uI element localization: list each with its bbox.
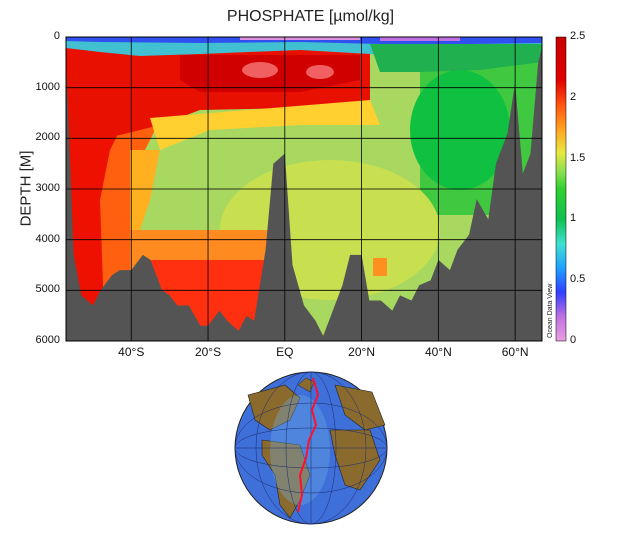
colorbar-tick-label: 0.5 [570, 273, 586, 286]
colorbar [555, 36, 567, 342]
field-surface-pink [240, 37, 360, 40]
ocean-data-view-label: Ocean Data View [547, 283, 554, 338]
field-pink-spot [306, 65, 334, 79]
chart-title: PHOSPHATE [µmol/kg] [226, 8, 395, 25]
x-tick-label: 60°N [501, 345, 529, 359]
globe-europe [334, 384, 386, 431]
y-tick-label: 2000 [35, 131, 60, 144]
y-tick-label: 4000 [35, 232, 60, 245]
x-tick-label: 40°S [118, 345, 145, 359]
globe-shelf [270, 395, 330, 505]
globe-north-america [247, 384, 301, 431]
colorbar-tick-label: 2.5 [570, 30, 586, 42]
y-tick-label: 1000 [35, 80, 60, 93]
y-tick-label: 5000 [35, 283, 60, 296]
field-transition-orange [130, 150, 160, 230]
colorbar-tick-label: 1.5 [570, 151, 586, 164]
colorbar-tick-label: 0 [570, 334, 577, 346]
y-tick-label: 0 [53, 30, 60, 42]
globe-africa [329, 429, 381, 491]
colorbar-tick-label: 2 [570, 90, 577, 103]
plot-frame [65, 36, 543, 342]
x-tick-label: 40°N [424, 345, 452, 359]
colorbar-tick-label: 1 [570, 212, 577, 225]
field-surface-purple [380, 37, 460, 41]
field-transition-yellow [150, 100, 380, 150]
x-tick-label: 20°N [348, 345, 375, 359]
globe-south-america [261, 439, 311, 519]
bathymetry [66, 47, 542, 341]
globe-inset [234, 371, 388, 525]
field-pink-spot [242, 62, 278, 78]
y-tick-label: 3000 [35, 182, 60, 194]
x-tick-label: EQ [276, 345, 294, 359]
globe-cruise-track [297, 377, 320, 513]
x-tick-label: 20°S [194, 345, 222, 359]
y-tick-label: 6000 [35, 334, 60, 346]
globe-graticule [234, 371, 388, 525]
field-north-surface [370, 44, 542, 72]
field-orange-anomaly [373, 258, 387, 276]
field-north-core [410, 70, 510, 190]
